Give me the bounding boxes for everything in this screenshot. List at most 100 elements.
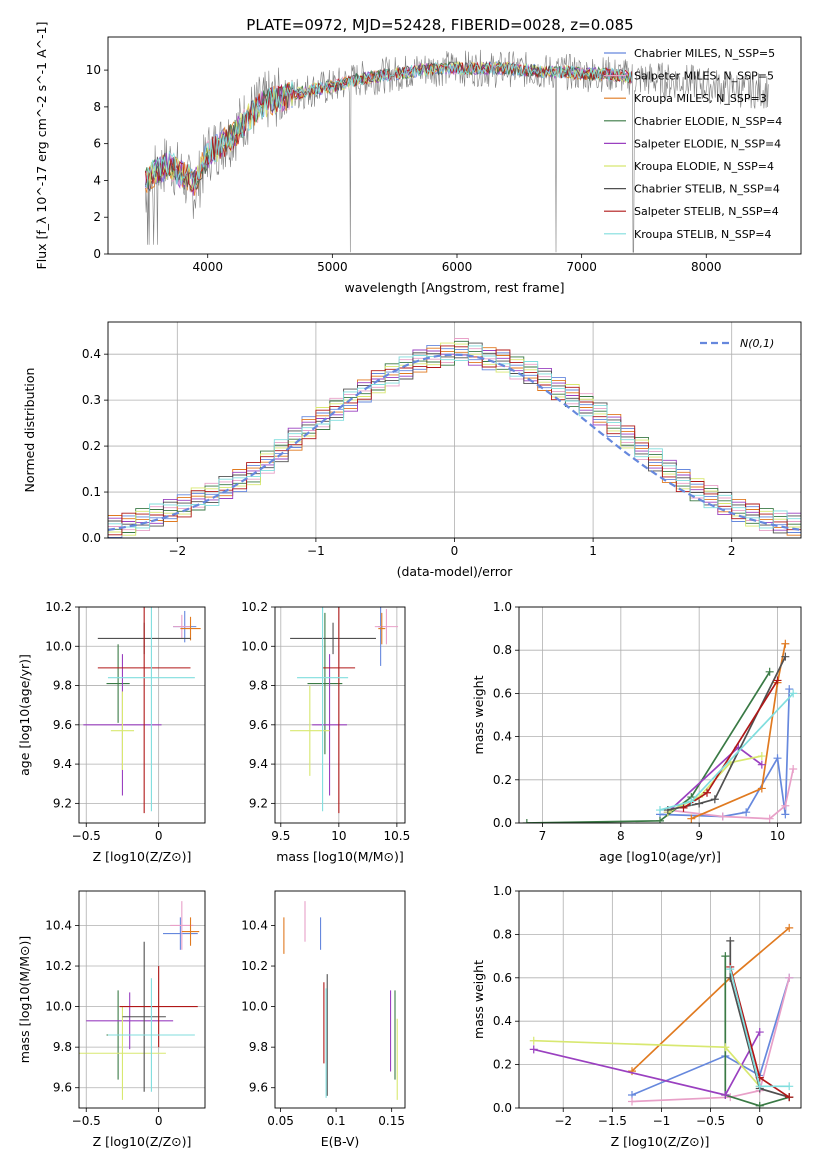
y-tick-label: 9.8 [249,1040,268,1054]
weight-marker [522,819,531,823]
plot-area [283,901,398,1100]
weight-marker [679,803,688,812]
x-tick-label: 9 [695,829,703,843]
y-axis-label: Flux [f_λ 10^-17 erg cm^-2 s^-1 A^-1] [34,22,49,270]
y-tick-label: 10.2 [241,959,268,973]
weight-line-6 [667,656,787,811]
panel-mass-vs-ebv: 0.05 0.1 0.15 9.6 9.8 10.0 10.2 10.4 E(B-V) [241,890,406,1149]
y-tick-label: 9.2 [249,796,268,810]
y-tick-label: 0 [93,247,101,261]
weight-marker [785,1093,794,1102]
x-tick-label: −1 [653,1114,671,1128]
x-tick-label: 7 [539,829,547,843]
weight-marker [781,652,790,661]
y-tick-label: 0.8 [493,643,512,657]
axes-frame [518,606,802,824]
y-axis-label: age [log10(age/yr)] [17,654,32,776]
y-tick-label: 0.8 [493,927,512,941]
x-tick-label: 6000 [442,260,473,274]
panel-mass-vs-Z: −0.5 0 9.6 9.8 10.0 10.2 10.4 Z [log10(Z/Z⊙)] ma… [17,890,206,1149]
y-tick-label: 1.0 [493,600,512,614]
y-tick-label: 8 [93,100,101,114]
y-tick-label: 0.2 [493,1058,512,1072]
model-line-4 [144,60,632,196]
weight-line-0 [659,689,791,818]
y-tick-label: 1.0 [493,884,512,898]
weight-marker [781,810,790,819]
hist-step-4 [108,349,801,531]
y-tick-label: 0.2 [82,439,101,453]
x-tick-label: 1 [589,544,597,558]
x-tick-label: 0.1 [327,1114,346,1128]
x-tick-label: −0.5 [72,1114,101,1128]
weight-marker [757,752,766,761]
model-line-5 [144,60,632,191]
weight-marker [627,1097,636,1106]
x-axis-label: Z [log10(Z/Z⊙)] [93,849,192,864]
y-tick-label: 10.2 [45,959,72,973]
axes-frame [274,606,406,824]
x-tick-label: 10 [331,829,346,843]
panel-residual-hist: −2 −1 0 1 2 0.0 0.1 0.2 0.3 0.4 (data-model)/error… [22,321,802,579]
weight-marker [781,639,790,648]
axes-frame [107,36,802,255]
x-tick-label: 0.15 [378,1114,405,1128]
plot-area [144,49,769,253]
y-tick-label: 9.4 [249,757,268,771]
y-tick-label: 0.3 [82,393,101,407]
x-tick-label: 5000 [317,260,348,274]
weight-marker [785,685,794,694]
x-axis-label: wavelength [Angstrom, rest frame] [344,280,564,295]
y-tick-label: 9.8 [53,679,72,693]
weight-marker [656,806,664,815]
x-axis-label: mass [log10(M/M⊙)] [276,849,404,864]
weight-marker [721,1043,730,1052]
plot-area [290,607,399,814]
plot-area [529,923,794,1108]
weight-marker [773,676,782,685]
axes-frame [274,890,406,1109]
panel-massweight-vs-age: 7 8 9 10 0.0 0.2 0.4 0.6 0.8 1.0 age [log10(age/yr… [471,600,802,864]
hist-step-3 [108,340,801,533]
y-tick-label: 0.1 [82,485,101,499]
weight-marker [726,936,735,945]
y-axis-label: mass weight [471,960,486,1039]
x-axis-label: E(B-V) [321,1134,360,1149]
y-tick-label: 0.4 [82,347,101,361]
legend-label: Kroupa ELODIE, N_SSP=4 [634,160,774,173]
weight-marker [785,923,794,932]
y-tick-label: 6 [93,137,101,151]
y-tick-label: 10.0 [241,1000,268,1014]
y-tick-label: 10.4 [241,918,268,932]
y-tick-label: 9.6 [249,1081,268,1095]
x-tick-label: 0.05 [267,1114,294,1128]
weight-marker [781,801,790,810]
weight-marker [656,816,664,823]
x-axis-label: Z [log10(Z/Z⊙)] [611,1134,710,1149]
y-axis-label: mass weight [471,675,486,754]
y-tick-label: 0.2 [493,773,512,787]
x-tick-label: −0.5 [696,1114,725,1128]
y-tick-label: 4 [93,173,101,187]
weight-line-3 [724,956,790,1107]
x-tick-label: −1 [307,544,325,558]
gaussian-curve [108,353,801,531]
model-line-6 [144,60,632,193]
y-tick-label: 10 [86,63,101,77]
weight-marker [755,1082,764,1091]
x-tick-label: 0 [451,544,459,558]
weight-marker [789,689,798,698]
plot-area [83,607,201,814]
legend-label: N(0,1) [740,337,774,350]
y-tick-label: 0.6 [493,971,512,985]
y-tick-label: 9.6 [53,718,72,732]
x-tick-label: 4000 [192,260,223,274]
x-tick-label: −2 [554,1114,572,1128]
x-tick-label: −1.5 [598,1114,627,1128]
weight-marker [789,765,798,773]
plot-area [522,639,798,823]
weight-marker [757,784,766,793]
x-tick-label: 0 [155,829,163,843]
